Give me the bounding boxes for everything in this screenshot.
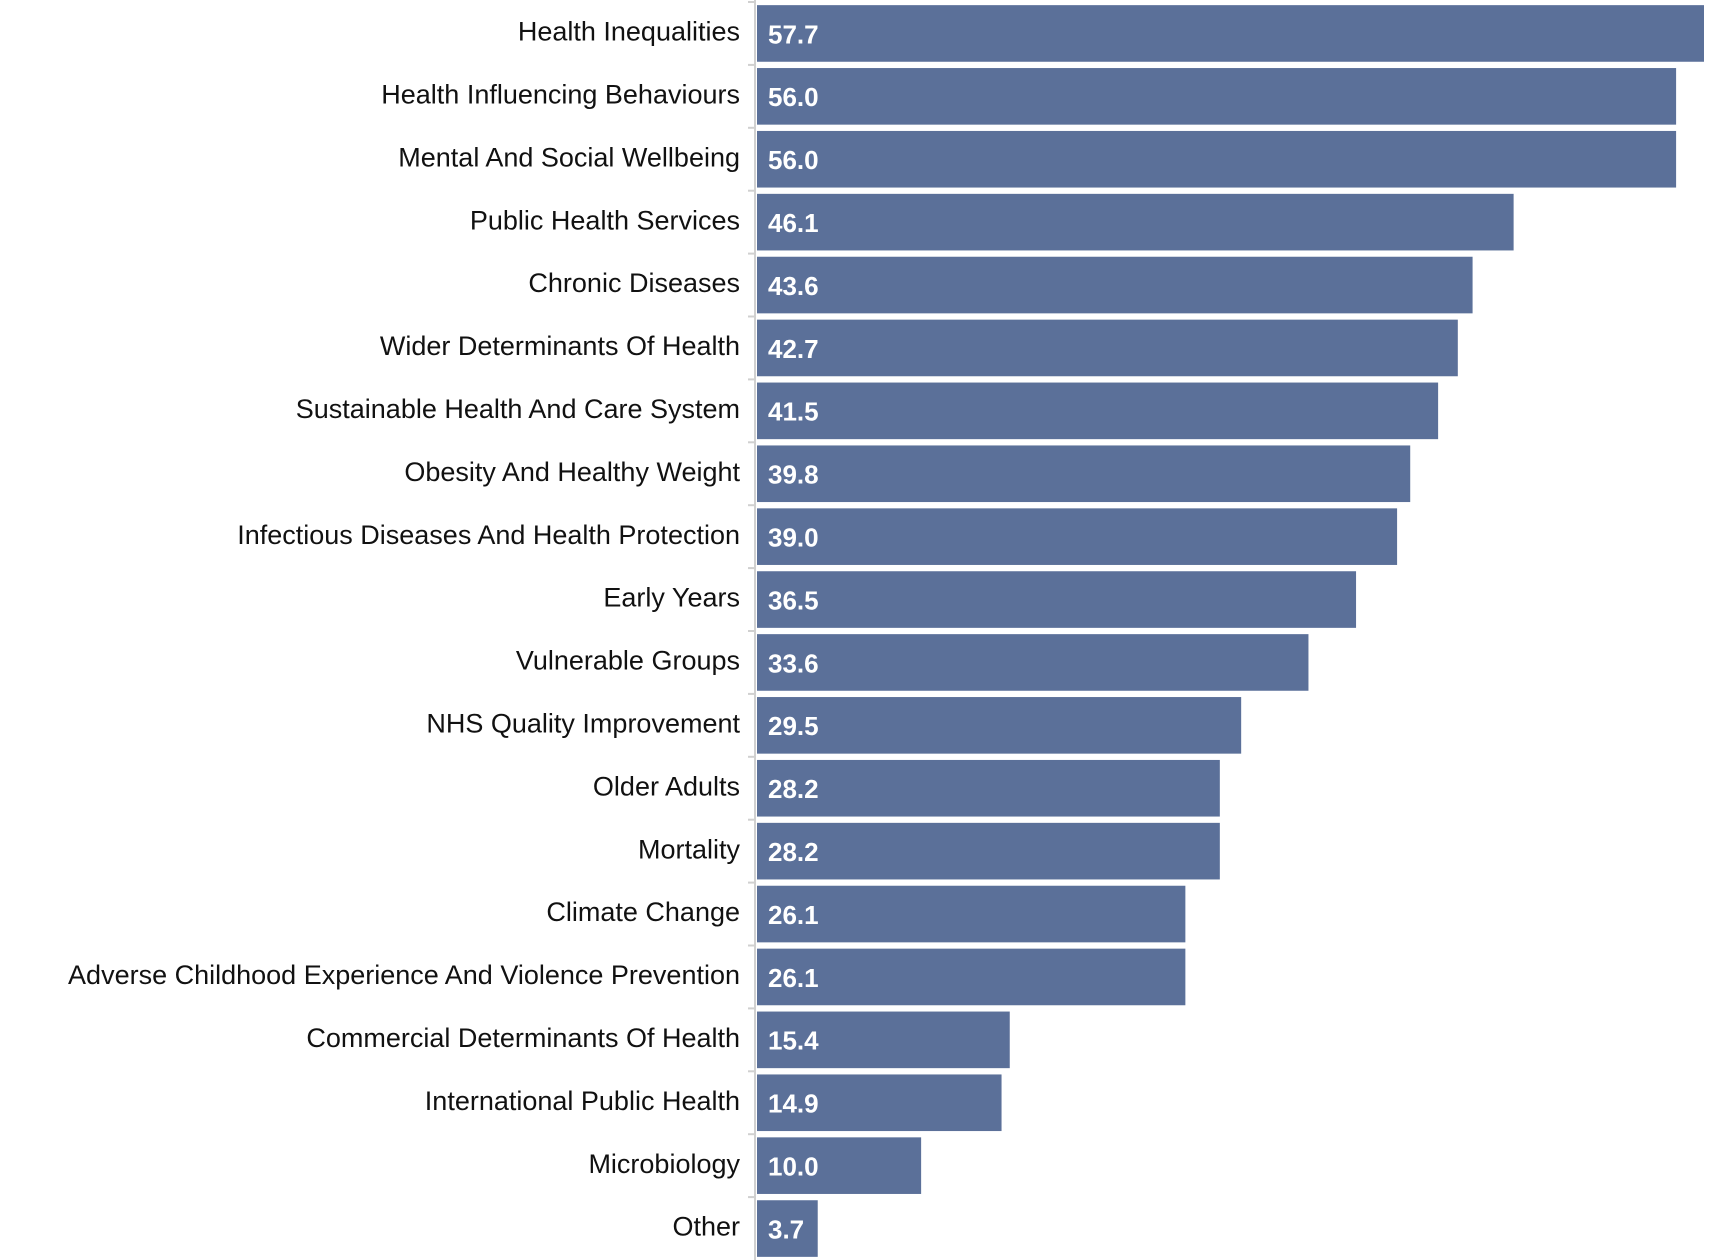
bar xyxy=(757,445,1411,503)
value-label: 39.8 xyxy=(768,460,819,490)
bar xyxy=(757,948,1186,1006)
value-label: 46.1 xyxy=(768,208,819,238)
bar xyxy=(757,634,1309,691)
category-label: International Public Health xyxy=(425,1086,740,1116)
category-label: Mortality xyxy=(638,834,741,864)
value-label: 29.5 xyxy=(768,711,819,741)
value-label: 14.9 xyxy=(768,1089,819,1119)
value-label: 26.1 xyxy=(768,963,819,993)
value-label: 42.7 xyxy=(768,334,819,364)
value-label: 43.6 xyxy=(768,271,819,301)
category-label: NHS Quality Improvement xyxy=(426,708,740,738)
bar xyxy=(757,508,1398,565)
bar xyxy=(757,382,1439,440)
bar xyxy=(757,130,1677,188)
bar xyxy=(757,1200,818,1257)
value-label: 56.0 xyxy=(768,82,819,112)
value-label: 28.2 xyxy=(768,837,819,867)
category-label: Health Inequalities xyxy=(518,17,740,47)
category-label: Mental And Social Wellbeing xyxy=(398,142,740,172)
value-label: 36.5 xyxy=(768,585,819,615)
bar xyxy=(757,571,1357,628)
category-label: Other xyxy=(672,1212,740,1242)
category-label: Obesity And Healthy Weight xyxy=(404,457,740,487)
bar xyxy=(757,5,1704,62)
value-label: 28.2 xyxy=(768,774,819,804)
value-label: 39.0 xyxy=(768,523,819,553)
value-label: 33.6 xyxy=(768,648,819,678)
category-label: Early Years xyxy=(603,583,740,613)
bar xyxy=(757,759,1220,817)
bar xyxy=(757,319,1458,377)
category-label: Climate Change xyxy=(546,897,740,927)
category-label: Chronic Diseases xyxy=(528,268,740,298)
category-label: Microbiology xyxy=(588,1149,740,1179)
category-label: Infectious Diseases And Health Protectio… xyxy=(237,520,740,550)
value-label: 10.0 xyxy=(768,1152,819,1182)
bar xyxy=(757,822,1220,880)
category-label: Older Adults xyxy=(593,771,740,801)
value-label: 15.4 xyxy=(768,1026,819,1056)
value-label: 41.5 xyxy=(768,397,819,427)
category-label: Health Influencing Behaviours xyxy=(381,79,740,109)
bar xyxy=(757,1137,922,1194)
bar xyxy=(757,1074,1002,1132)
bar xyxy=(757,68,1677,125)
bar xyxy=(757,697,1242,754)
value-label: 3.7 xyxy=(768,1214,804,1244)
bar xyxy=(757,256,1473,314)
category-label: Wider Determinants Of Health xyxy=(380,331,740,361)
category-label: Vulnerable Groups xyxy=(516,646,740,676)
value-label: 26.1 xyxy=(768,900,819,930)
bar xyxy=(757,193,1514,251)
category-label: Adverse Childhood Experience And Violenc… xyxy=(68,960,740,990)
value-label: 56.0 xyxy=(768,145,819,175)
bar xyxy=(757,885,1186,943)
bar xyxy=(757,1011,1010,1069)
category-label: Public Health Services xyxy=(470,205,740,235)
category-label: Commercial Determinants Of Health xyxy=(306,1023,740,1053)
value-label: 57.7 xyxy=(768,19,819,49)
category-label: Sustainable Health And Care System xyxy=(296,394,740,424)
